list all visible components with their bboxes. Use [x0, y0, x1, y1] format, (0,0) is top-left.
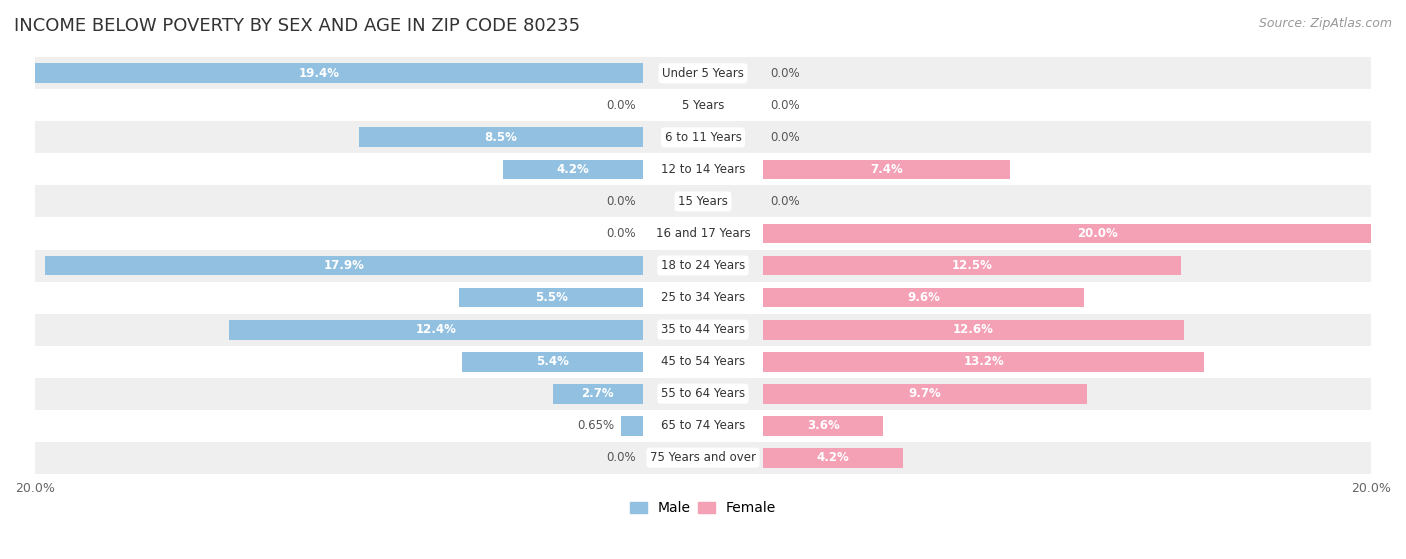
- Bar: [763, 383, 1087, 404]
- Text: 0.0%: 0.0%: [770, 195, 800, 208]
- Bar: [621, 416, 643, 435]
- Text: 5.4%: 5.4%: [536, 355, 569, 368]
- Bar: [359, 127, 643, 148]
- Text: 0.0%: 0.0%: [770, 131, 800, 144]
- Bar: [463, 352, 643, 372]
- Bar: [502, 159, 643, 179]
- Bar: [35, 282, 1371, 314]
- Text: 9.6%: 9.6%: [907, 291, 939, 304]
- Bar: [763, 288, 1084, 307]
- Text: 13.2%: 13.2%: [963, 355, 1004, 368]
- Text: 4.2%: 4.2%: [557, 163, 589, 176]
- Text: 5.5%: 5.5%: [534, 291, 568, 304]
- Text: 0.0%: 0.0%: [606, 195, 636, 208]
- Text: 3.6%: 3.6%: [807, 419, 839, 432]
- Text: 45 to 54 Years: 45 to 54 Years: [661, 355, 745, 368]
- Bar: [763, 352, 1204, 372]
- Text: 5 Years: 5 Years: [682, 99, 724, 112]
- Bar: [0, 63, 643, 83]
- Bar: [35, 249, 1371, 282]
- Bar: [229, 320, 643, 339]
- Text: 20.0%: 20.0%: [1077, 227, 1118, 240]
- Text: 8.5%: 8.5%: [485, 131, 517, 144]
- Bar: [763, 320, 1184, 339]
- Text: 0.0%: 0.0%: [770, 99, 800, 112]
- Text: 0.65%: 0.65%: [578, 419, 614, 432]
- Bar: [35, 442, 1371, 473]
- Text: Under 5 Years: Under 5 Years: [662, 67, 744, 80]
- Text: 25 to 34 Years: 25 to 34 Years: [661, 291, 745, 304]
- Text: 9.7%: 9.7%: [908, 387, 942, 400]
- Bar: [35, 186, 1371, 217]
- Text: 12.6%: 12.6%: [953, 323, 994, 336]
- Bar: [35, 121, 1371, 153]
- Text: 12 to 14 Years: 12 to 14 Years: [661, 163, 745, 176]
- Text: 19.4%: 19.4%: [298, 67, 339, 80]
- Text: 6 to 11 Years: 6 to 11 Years: [665, 131, 741, 144]
- Bar: [763, 448, 904, 468]
- Bar: [45, 255, 643, 276]
- Text: 0.0%: 0.0%: [606, 227, 636, 240]
- Text: 4.2%: 4.2%: [817, 451, 849, 464]
- Legend: Male, Female: Male, Female: [624, 496, 782, 521]
- Bar: [763, 224, 1406, 243]
- Bar: [763, 416, 883, 435]
- Text: 18 to 24 Years: 18 to 24 Years: [661, 259, 745, 272]
- Bar: [35, 89, 1371, 121]
- Bar: [35, 153, 1371, 186]
- Bar: [35, 58, 1371, 89]
- Text: 2.7%: 2.7%: [582, 387, 614, 400]
- Text: 17.9%: 17.9%: [323, 259, 364, 272]
- Bar: [763, 255, 1181, 276]
- Text: 15 Years: 15 Years: [678, 195, 728, 208]
- Bar: [35, 378, 1371, 410]
- Text: 12.4%: 12.4%: [415, 323, 456, 336]
- Text: 7.4%: 7.4%: [870, 163, 903, 176]
- Text: 55 to 64 Years: 55 to 64 Years: [661, 387, 745, 400]
- Text: 16 and 17 Years: 16 and 17 Years: [655, 227, 751, 240]
- Text: 0.0%: 0.0%: [770, 67, 800, 80]
- Bar: [460, 288, 643, 307]
- Bar: [35, 345, 1371, 378]
- Bar: [35, 314, 1371, 345]
- Text: 35 to 44 Years: 35 to 44 Years: [661, 323, 745, 336]
- Text: 0.0%: 0.0%: [606, 451, 636, 464]
- Text: Source: ZipAtlas.com: Source: ZipAtlas.com: [1258, 17, 1392, 30]
- Bar: [35, 410, 1371, 442]
- Text: 0.0%: 0.0%: [606, 99, 636, 112]
- Text: INCOME BELOW POVERTY BY SEX AND AGE IN ZIP CODE 80235: INCOME BELOW POVERTY BY SEX AND AGE IN Z…: [14, 17, 581, 35]
- Bar: [35, 217, 1371, 249]
- Text: 12.5%: 12.5%: [952, 259, 993, 272]
- Bar: [553, 383, 643, 404]
- Text: 65 to 74 Years: 65 to 74 Years: [661, 419, 745, 432]
- Bar: [763, 159, 1011, 179]
- Text: 75 Years and over: 75 Years and over: [650, 451, 756, 464]
